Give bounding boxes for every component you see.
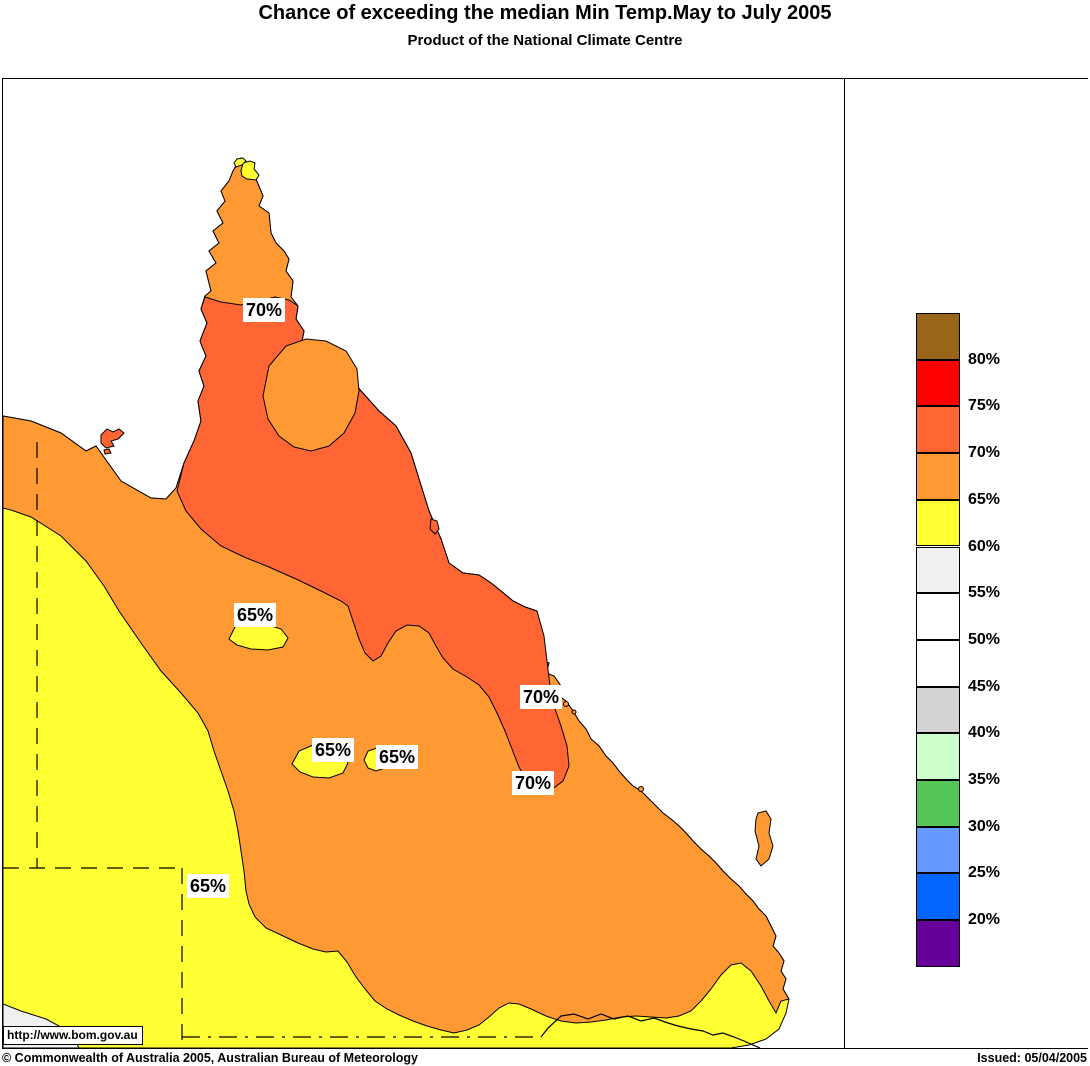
island-east-coast — [571, 709, 577, 715]
legend-tick-label: 25% — [968, 864, 1001, 882]
map-canvas — [3, 79, 844, 1048]
island-east-coast — [563, 701, 569, 707]
legend-swatch-p55_60 — [916, 546, 960, 594]
region-60-65-cape-tip — [240, 160, 260, 181]
region-65-70-enclave — [262, 338, 360, 452]
map-frame: 70% 65% 65% 65% 70% 70% 65% http://www.bom.gov… — [2, 78, 1088, 1049]
legend-tick-label: 50% — [968, 630, 1001, 648]
legend-tick-label: 80% — [968, 350, 1001, 368]
legend-tick-label: 20% — [968, 911, 1001, 929]
legend-tick-label: 60% — [968, 537, 1001, 555]
legend-tick-label: 30% — [968, 817, 1001, 835]
legend-swatch-above_80 — [916, 313, 960, 360]
legend-swatch-p65_70 — [916, 453, 960, 500]
legend-tick-label: 40% — [968, 724, 1001, 742]
legend-swatch-p20_25 — [916, 873, 960, 921]
legend-swatch-p60_65 — [916, 499, 960, 547]
legend-swatch-p25_30 — [916, 826, 960, 874]
island-gulf-small — [103, 448, 112, 455]
legend-swatch-below_20 — [916, 920, 960, 967]
legend-swatch-p40_45 — [916, 686, 960, 734]
contour-label: 65% — [233, 603, 277, 627]
contour-label: 70% — [242, 298, 286, 322]
page-title: Chance of exceeding the median Min Temp.… — [258, 2, 832, 24]
legend-tick-label: 70% — [968, 444, 1001, 462]
island-fraser — [754, 810, 774, 867]
island-cape-tip — [233, 157, 247, 168]
legend-tick-label: 65% — [968, 490, 1001, 508]
contour-label: 65% — [186, 874, 230, 898]
contour-label: 65% — [375, 745, 419, 769]
island-east-coast — [429, 518, 440, 535]
legend-swatch-p50_55 — [916, 593, 960, 640]
legend-tick-label: 55% — [968, 584, 1001, 602]
website-url: http://www.bom.gov.au — [3, 1026, 143, 1045]
legend-swatch-p70_75 — [916, 406, 960, 454]
legend-swatch-p45_50 — [916, 639, 960, 687]
legend-panel: 80% 75% 70% 65% 60% 55% 50% 45% 40% 35% 30% 25% 20% — [844, 79, 1088, 1048]
legend-swatch-p35_40 — [916, 733, 960, 780]
queensland-map: 70% 65% 65% 65% 70% 70% 65% http://www.bom.gov… — [3, 79, 844, 1048]
copyright-text: © Commonwealth of Australia 2005, Austra… — [2, 1051, 418, 1065]
contour-label: 70% — [511, 771, 555, 795]
legend-tick-label: 45% — [968, 677, 1001, 695]
contour-label: 70% — [519, 685, 563, 709]
page-subtitle: Product of the National Climate Centre — [407, 32, 683, 49]
island-east-coast — [638, 786, 644, 792]
legend-tick-label: 75% — [968, 397, 1001, 415]
state-border-nsw-river — [540, 1013, 761, 1048]
issued-date: Issued: 05/04/2005 — [977, 1051, 1087, 1065]
legend-swatch-p30_35 — [916, 780, 960, 827]
island-gulf — [100, 428, 125, 449]
legend-swatch-p75_80 — [916, 359, 960, 407]
contour-label: 65% — [311, 738, 355, 762]
legend-tick-label: 35% — [968, 771, 1001, 788]
